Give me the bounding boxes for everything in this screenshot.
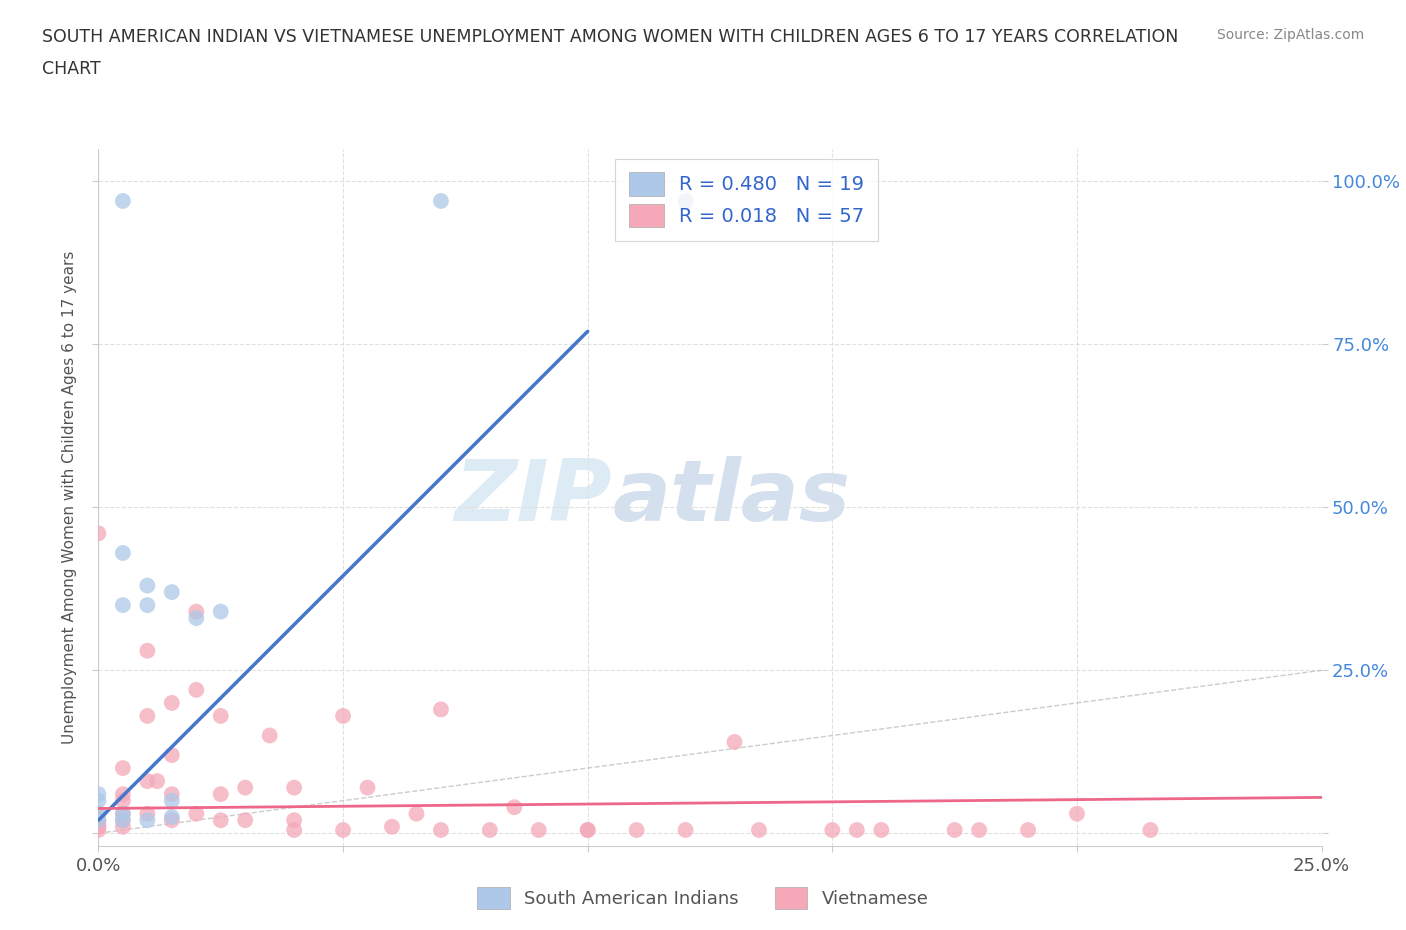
Point	[186, 683, 208, 698]
Point	[136, 598, 159, 613]
Text: Source: ZipAtlas.com: Source: ZipAtlas.com	[1216, 28, 1364, 42]
Point	[136, 813, 159, 828]
Point	[87, 793, 110, 808]
Point	[111, 819, 134, 834]
Text: SOUTH AMERICAN INDIAN VS VIETNAMESE UNEMPLOYMENT AMONG WOMEN WITH CHILDREN AGES : SOUTH AMERICAN INDIAN VS VIETNAMESE UNEM…	[42, 28, 1178, 46]
Point	[160, 809, 183, 824]
Point	[675, 822, 697, 837]
Point	[87, 819, 110, 834]
Point	[259, 728, 281, 743]
Point	[209, 709, 232, 724]
Point	[576, 822, 599, 837]
Point	[186, 611, 208, 626]
Point	[111, 793, 134, 808]
Point	[136, 806, 159, 821]
Point	[283, 822, 305, 837]
Point	[748, 822, 770, 837]
Point	[111, 813, 134, 828]
Point	[478, 822, 501, 837]
Point	[160, 696, 183, 711]
Point	[136, 774, 159, 789]
Text: ZIP: ZIP	[454, 456, 612, 539]
Point	[821, 822, 844, 837]
Point	[626, 822, 648, 837]
Point	[576, 822, 599, 837]
Point	[87, 813, 110, 828]
Point	[967, 822, 990, 837]
Point	[527, 822, 550, 837]
Point	[87, 822, 110, 837]
Point	[111, 761, 134, 776]
Point	[87, 806, 110, 821]
Point	[87, 787, 110, 802]
Point	[111, 598, 134, 613]
Point	[943, 822, 966, 837]
Point	[1139, 822, 1161, 837]
Point	[209, 787, 232, 802]
Point	[136, 578, 159, 593]
Point	[111, 787, 134, 802]
Point	[160, 585, 183, 600]
Point	[723, 735, 745, 750]
Point	[283, 813, 305, 828]
Point	[111, 813, 134, 828]
Point	[146, 774, 169, 789]
Point	[233, 813, 256, 828]
Point	[675, 193, 697, 208]
Point	[283, 780, 305, 795]
Point	[111, 806, 134, 821]
Point	[87, 816, 110, 830]
Point	[160, 787, 183, 802]
Point	[503, 800, 526, 815]
Point	[111, 193, 134, 208]
Legend: R = 0.480   N = 19, R = 0.018   N = 57: R = 0.480 N = 19, R = 0.018 N = 57	[616, 158, 879, 241]
Point	[405, 806, 427, 821]
Point	[186, 604, 208, 619]
Point	[160, 793, 183, 808]
Point	[1017, 822, 1039, 837]
Point	[1066, 806, 1088, 821]
Point	[381, 819, 404, 834]
Point	[356, 780, 378, 795]
Point	[332, 822, 354, 837]
Point	[845, 822, 868, 837]
Point	[430, 193, 453, 208]
Point	[209, 813, 232, 828]
Point	[136, 644, 159, 658]
Point	[111, 806, 134, 821]
Point	[332, 709, 354, 724]
Point	[87, 526, 110, 541]
Point	[160, 748, 183, 763]
Point	[87, 806, 110, 821]
Point	[430, 822, 453, 837]
Y-axis label: Unemployment Among Women with Children Ages 6 to 17 years: Unemployment Among Women with Children A…	[62, 251, 77, 744]
Point	[209, 604, 232, 619]
Point	[160, 813, 183, 828]
Point	[870, 822, 893, 837]
Point	[186, 806, 208, 821]
Point	[111, 546, 134, 561]
Text: atlas: atlas	[612, 456, 851, 539]
Legend: South American Indians, Vietnamese: South American Indians, Vietnamese	[470, 880, 936, 916]
Point	[136, 709, 159, 724]
Text: CHART: CHART	[42, 60, 101, 78]
Point	[430, 702, 453, 717]
Point	[87, 813, 110, 828]
Point	[233, 780, 256, 795]
